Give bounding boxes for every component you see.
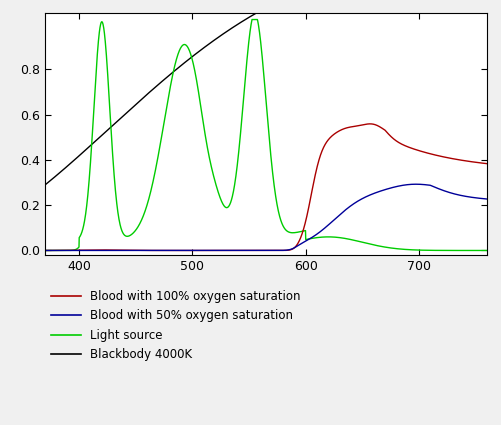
Legend: Blood with 100% oxygen saturation, Blood with 50% oxygen saturation, Light sourc: Blood with 100% oxygen saturation, Blood… — [51, 290, 300, 361]
